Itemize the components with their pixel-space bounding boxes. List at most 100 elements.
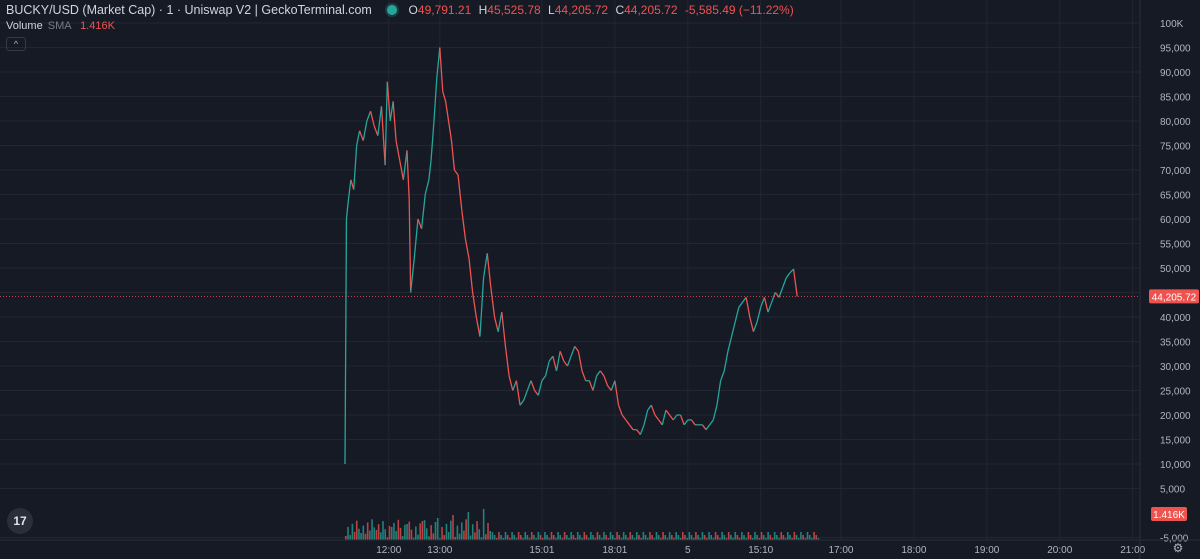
volume-bar [751, 538, 754, 540]
volume-bar [614, 538, 616, 540]
price-segment [661, 409, 667, 425]
volume-bar [706, 538, 708, 540]
volume-bar [469, 535, 472, 540]
volume-bar [765, 538, 767, 540]
volume-bar [533, 535, 535, 540]
volume-bar [450, 520, 452, 540]
ohlc-legend: BUCKY/USD (Market Cap) · 1 · Uniswap V2 … [6, 2, 798, 18]
volume-bar [762, 535, 765, 540]
volume-bar [550, 532, 553, 540]
gear-icon[interactable]: ⚙ [1172, 541, 1184, 555]
volume-bar [773, 532, 776, 540]
volume-bar [644, 535, 647, 540]
volume-bar [723, 535, 726, 540]
price-segment [566, 355, 572, 367]
price-segment [389, 101, 394, 122]
y-tick-label: 10,000 [1160, 460, 1191, 471]
volume-bar [633, 538, 636, 540]
volume-bar [480, 537, 483, 540]
volume-bar [456, 525, 459, 540]
x-tick-label: 15:10 [748, 545, 773, 556]
volume-bar [587, 538, 590, 540]
price-segment [716, 380, 722, 406]
volume-legend[interactable]: Volume SMA 1.416K [6, 19, 115, 33]
volume-bar [811, 538, 813, 540]
y-tick-label: 60,000 [1160, 215, 1191, 226]
volume-bar [791, 538, 793, 540]
price-segment [588, 380, 594, 391]
volume-bar [627, 538, 629, 540]
price-segment [392, 101, 397, 141]
volume-bar [786, 532, 789, 540]
volume-bar [655, 532, 658, 540]
price-segment [519, 399, 525, 406]
price-segment [752, 321, 758, 332]
volume-bar [460, 522, 463, 540]
volume-bar [590, 532, 592, 540]
price-segment [650, 404, 656, 416]
symbol-title[interactable]: BUCKY/USD (Market Cap) · 1 · Uniswap V2 … [6, 3, 372, 17]
y-tick-label: 30,000 [1160, 362, 1191, 373]
volume-bar [568, 538, 570, 540]
low-value: 44,205.72 [554, 3, 609, 17]
price-segment [552, 356, 558, 372]
price-segment [771, 292, 776, 303]
y-tick-label: 95,000 [1160, 44, 1191, 55]
price-segment [445, 101, 450, 122]
tradingview-logo[interactable]: 17 [7, 508, 33, 534]
volume-bar [745, 538, 748, 540]
price-segment [541, 375, 547, 382]
price-segment [610, 380, 616, 391]
price-segment [356, 130, 361, 146]
volume-bar [631, 535, 634, 540]
volume-bar [471, 524, 474, 540]
volume-bar [439, 538, 441, 540]
volume-bar [399, 527, 402, 540]
volume-bar [771, 538, 774, 540]
volume-bar [366, 522, 369, 540]
price-segment [534, 390, 539, 396]
volume-bar [738, 538, 741, 540]
x-tick-label: 18:01 [602, 545, 627, 556]
volume-bar [515, 538, 518, 540]
volume-bar [625, 535, 627, 540]
collapse-legend-button[interactable]: ^ [6, 37, 26, 51]
volume-bar [428, 536, 430, 540]
volume-bar [598, 535, 601, 540]
volume-bar [638, 535, 640, 540]
high-label: H [478, 3, 488, 17]
volume-bar [397, 519, 400, 540]
volume-bar [528, 538, 531, 540]
volume-bar [719, 538, 721, 540]
price-segment [574, 346, 579, 352]
volume-bar [804, 538, 807, 540]
volume-bar [546, 535, 548, 540]
volume-bar [677, 535, 680, 540]
price-segment [727, 336, 733, 352]
volume-bar [382, 521, 384, 540]
volume-bar [555, 538, 557, 540]
price-segment [402, 150, 408, 180]
price-segment [461, 209, 466, 239]
price-segment [701, 424, 707, 431]
price-segment [515, 380, 521, 406]
price-segment [358, 130, 364, 141]
volume-bar [712, 538, 715, 540]
volume-bar [419, 523, 421, 540]
volume-bar [410, 529, 413, 540]
volume-bar [776, 535, 778, 540]
volume-bar [388, 526, 391, 540]
volume-bar [491, 532, 494, 540]
volume-bar [559, 535, 562, 540]
volume-bar [353, 531, 356, 540]
volume-bar [476, 521, 478, 540]
price-segment [468, 258, 474, 293]
volume-bar [642, 532, 645, 540]
volume-bar [364, 533, 367, 540]
volume-bar [345, 536, 347, 540]
volume-bars [345, 509, 820, 540]
volume-bar [601, 538, 603, 540]
volume-bar [485, 534, 487, 540]
